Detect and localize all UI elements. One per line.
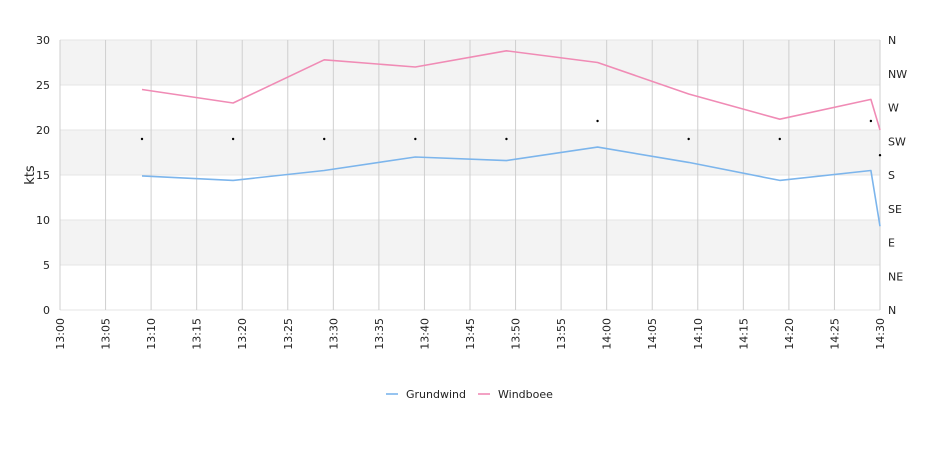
x-tick-label: 13:25 <box>282 318 295 350</box>
y-tick-label: 30 <box>36 34 50 47</box>
x-tick-label: 14:25 <box>828 318 841 350</box>
direction-tick-label: SE <box>888 203 902 216</box>
direction-point <box>414 137 417 141</box>
y-tick-label: 0 <box>43 304 50 317</box>
direction-point <box>596 119 599 123</box>
x-tick-label: 13:40 <box>418 318 431 350</box>
x-tick-label: 13:00 <box>54 318 67 350</box>
direction-point <box>778 137 781 141</box>
x-tick-label: 13:55 <box>555 318 568 350</box>
x-tick-label: 13:20 <box>236 318 249 350</box>
x-tick-label: 13:05 <box>100 318 113 350</box>
x-tick-label: 14:30 <box>874 318 887 350</box>
series-line-windboee <box>141 49 881 131</box>
x-tick-label: 13:50 <box>510 318 523 350</box>
x-axis-ticks: 13:00 13:05 13:10 13:15 13:20 13:25 13:30 13:35… <box>54 318 887 350</box>
legend-item-windboee: Windboee <box>478 388 553 401</box>
direction-point <box>505 137 508 141</box>
direction-points <box>140 119 882 157</box>
direction-point <box>323 137 326 141</box>
direction-tick-label: W <box>888 102 899 115</box>
x-tick-label: 14:05 <box>646 318 659 350</box>
x-tick-label: 13:15 <box>191 318 204 350</box>
x-tick-label: 13:10 <box>145 318 158 350</box>
direction-point <box>878 154 882 157</box>
legend-label: Windboee <box>498 388 553 401</box>
y-tick-label: 5 <box>43 259 50 272</box>
legend-label: Grundwind <box>406 388 466 401</box>
direction-tick-label: N <box>888 304 896 317</box>
x-tick-label: 14:10 <box>692 318 705 350</box>
y-tick-label: 10 <box>36 214 50 227</box>
legend: Grundwind Windboee <box>386 388 553 401</box>
x-tick-label: 13:35 <box>373 318 386 350</box>
direction-point <box>231 137 235 141</box>
y-tick-label: 20 <box>36 124 50 137</box>
x-tick-label: 13:45 <box>464 318 477 350</box>
direction-point <box>140 137 144 141</box>
direction-tick-label: E <box>888 237 895 250</box>
x-tick-label: 14:15 <box>737 318 750 350</box>
x-tick-label: 14:20 <box>783 318 796 350</box>
direction-point <box>869 119 873 123</box>
y-tick-label: 25 <box>36 79 50 92</box>
direction-axis-ticks: N NW W SW S SE E NE N <box>888 34 907 317</box>
y-tick-label: 15 <box>36 169 50 182</box>
y-axis-ticks: 0 5 10 15 20 25 30 <box>36 34 50 317</box>
direction-tick-label: S <box>888 169 895 182</box>
legend-item-grundwind: Grundwind <box>386 388 466 401</box>
direction-tick-label: NW <box>888 68 907 81</box>
vertical-gridlines <box>59 40 881 310</box>
direction-tick-label: N <box>888 34 896 47</box>
series-lines <box>141 49 881 227</box>
direction-tick-label: SW <box>888 135 906 148</box>
direction-tick-label: NE <box>888 270 903 283</box>
x-tick-label: 13:30 <box>327 318 340 350</box>
direction-point <box>687 137 690 141</box>
y-axis-label: kts <box>23 165 38 185</box>
x-tick-label: 14:00 <box>601 318 614 350</box>
series-line-grundwind <box>141 146 881 227</box>
